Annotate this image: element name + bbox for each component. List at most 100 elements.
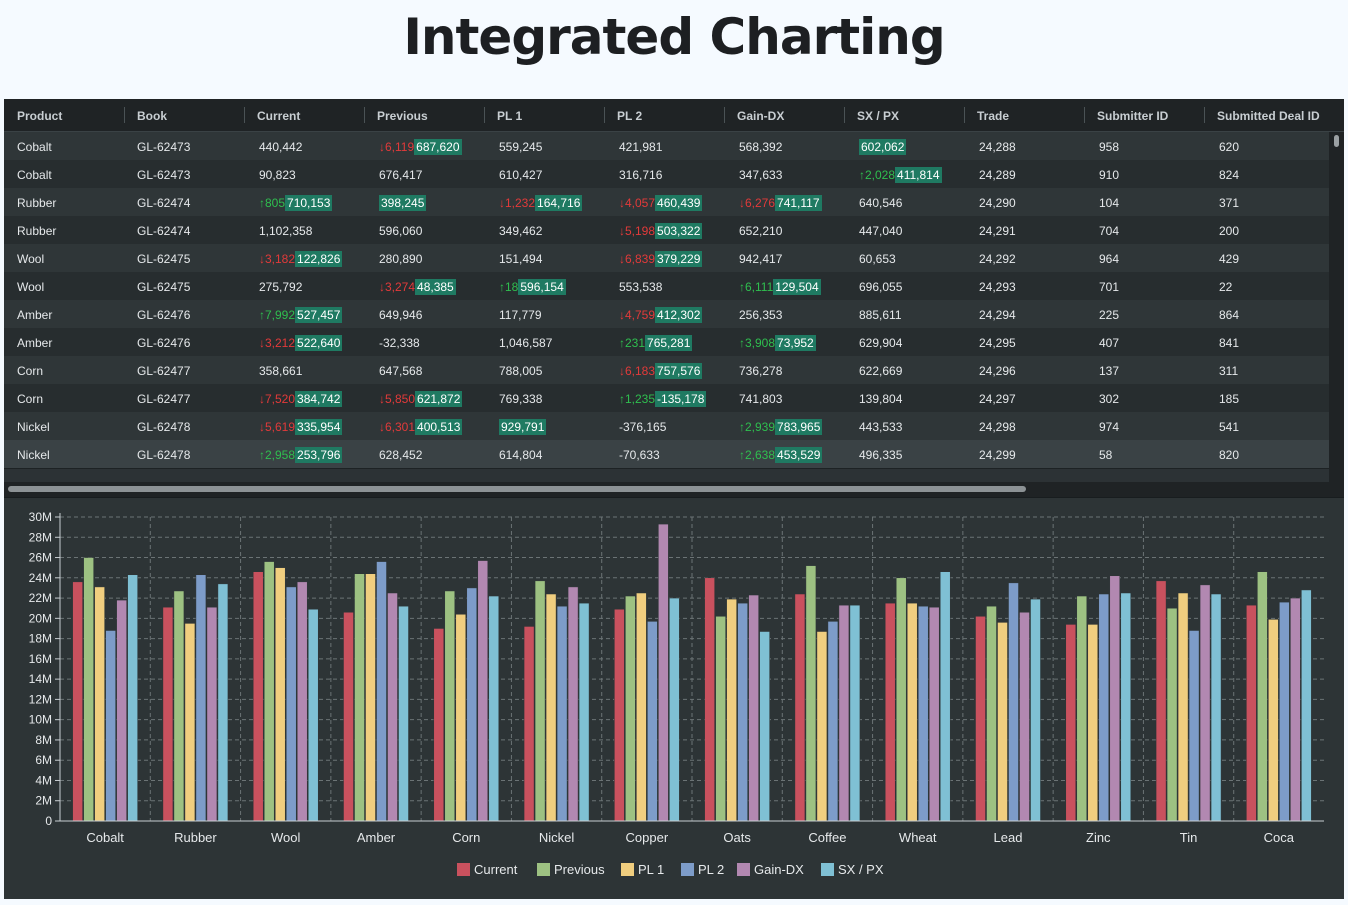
cell-trade[interactable]: 24,290	[979, 196, 1016, 210]
cell-current[interactable]: ↑805 710,153	[246, 188, 333, 216]
cell-previous[interactable]: 628,452	[366, 440, 422, 468]
cell-trade[interactable]: 24,288	[979, 140, 1016, 154]
column-resize-handle[interactable]	[364, 107, 365, 123]
cell-book[interactable]: GL-62475	[137, 280, 191, 294]
cell-trade[interactable]: 24,289	[979, 168, 1016, 182]
cell-gain[interactable]: ↑2,638 453,529	[726, 440, 823, 468]
column-resize-handle[interactable]	[1204, 107, 1205, 123]
cell-gain[interactable]: ↑3,908 73,952	[726, 328, 816, 356]
cell-current[interactable]: 440,442	[246, 132, 302, 160]
cell-trade[interactable]: 24,299	[979, 448, 1016, 462]
cell-submitter[interactable]: 225	[1099, 308, 1120, 322]
cell-product[interactable]: Amber	[17, 336, 53, 350]
cell-sxpx[interactable]: 640,546	[846, 188, 902, 216]
horizontal-scrollbar[interactable]	[4, 482, 1344, 497]
cell-submitter[interactable]: 704	[1099, 224, 1120, 238]
cell-previous[interactable]: 596,060	[366, 216, 422, 244]
cell-sxpx[interactable]: 443,533	[846, 412, 902, 440]
cell-sxpx[interactable]: 496,335	[846, 440, 902, 468]
cell-gain[interactable]: 568,392	[726, 132, 782, 160]
column-resize-handle[interactable]	[964, 107, 965, 123]
cell-submitter[interactable]: 964	[1099, 252, 1120, 266]
cell-sxpx[interactable]: 139,804	[846, 384, 902, 412]
column-header-previous[interactable]: Previous	[377, 109, 428, 123]
cell-deal[interactable]: 185	[1219, 392, 1240, 406]
table-row[interactable]: Cobalt GL-62473 440,442 ↓6,119 687,620 559,24…	[4, 132, 1329, 161]
cell-deal[interactable]: 311	[1219, 364, 1239, 378]
column-header-current[interactable]: Current	[257, 109, 301, 123]
cell-sxpx[interactable]: 885,611	[846, 300, 902, 328]
cell-submitter[interactable]: 974	[1099, 420, 1120, 434]
column-resize-handle[interactable]	[604, 107, 605, 123]
cell-product[interactable]: Nickel	[17, 448, 50, 462]
cell-book[interactable]: GL-62476	[137, 336, 191, 350]
legend-item-previous[interactable]: Previous	[537, 862, 605, 877]
cell-sxpx[interactable]: ↑2,028 411,814	[846, 160, 942, 188]
cell-gain[interactable]: 347,633	[726, 160, 782, 188]
cell-previous[interactable]: 280,890	[366, 244, 422, 272]
column-resize-handle[interactable]	[244, 107, 245, 123]
cell-gain[interactable]: ↓6,276 741,117	[726, 188, 822, 216]
cell-pl2[interactable]: 421,981	[606, 132, 662, 160]
column-resize-handle[interactable]	[484, 107, 485, 123]
legend-item-sx-px[interactable]: SX / PX	[821, 862, 884, 877]
cell-pl1[interactable]: ↓1,232 164,716	[486, 188, 583, 216]
horizontal-scroll-thumb[interactable]	[8, 486, 1026, 492]
cell-product[interactable]: Nickel	[17, 420, 50, 434]
cell-deal[interactable]: 22	[1219, 280, 1233, 294]
column-header-gain[interactable]: Gain-DX	[737, 109, 785, 123]
table-row[interactable]: Nickel GL-62478 ↓5,619 335,954 ↓6,301 400,513…	[4, 412, 1329, 441]
cell-current[interactable]: 275,792	[246, 272, 302, 300]
cell-sxpx[interactable]: 696,055	[846, 272, 902, 300]
cell-sxpx[interactable]: 622,669	[846, 356, 902, 384]
cell-book[interactable]: GL-62473	[137, 140, 191, 154]
cell-deal[interactable]: 541	[1219, 420, 1240, 434]
cell-trade[interactable]: 24,292	[979, 252, 1016, 266]
cell-pl2[interactable]: -70,633	[606, 440, 660, 468]
cell-gain[interactable]: 736,278	[726, 356, 782, 384]
table-row[interactable]: Rubber GL-62474 ↑805 710,153 398,245 ↓1,232 16…	[4, 188, 1329, 217]
column-header-product[interactable]: Product	[17, 109, 63, 123]
cell-gain[interactable]: ↑2,939 783,965	[726, 412, 823, 440]
cell-trade[interactable]: 24,291	[979, 224, 1016, 238]
table-row[interactable]: Wool GL-62475 275,792 ↓3,274 48,385 ↑18 596,15…	[4, 272, 1329, 301]
cell-current[interactable]: 90,823	[246, 160, 296, 188]
cell-trade[interactable]: 24,294	[979, 308, 1016, 322]
column-header-pl1[interactable]: PL 1	[497, 109, 523, 123]
cell-deal[interactable]: 429	[1219, 252, 1240, 266]
cell-current[interactable]: ↑7,992 527,457	[246, 300, 343, 328]
cell-previous[interactable]: 676,417	[366, 160, 422, 188]
cell-pl2[interactable]: ↑1,235 -135,178	[606, 384, 707, 412]
column-resize-handle[interactable]	[1084, 107, 1085, 123]
cell-submitter[interactable]: 137	[1099, 364, 1120, 378]
cell-pl2[interactable]: -376,165	[606, 412, 666, 440]
cell-deal[interactable]: 371	[1219, 196, 1240, 210]
cell-gain[interactable]: ↑6,111 129,504	[726, 272, 821, 300]
cell-product[interactable]: Rubber	[17, 224, 57, 238]
cell-previous[interactable]: -32,338	[366, 328, 420, 356]
cell-deal[interactable]: 620	[1219, 140, 1240, 154]
cell-pl1[interactable]: 117,779	[486, 300, 542, 328]
column-resize-handle[interactable]	[844, 107, 845, 123]
legend-item-pl-2[interactable]: PL 2	[681, 862, 724, 877]
table-row[interactable]: Corn GL-62477 358,661 647,568 788,005 ↓6,183 7…	[4, 356, 1329, 385]
cell-current[interactable]: ↓7,520 384,742	[246, 384, 343, 412]
cell-submitter[interactable]: 58	[1099, 448, 1113, 462]
cell-deal[interactable]: 864	[1219, 308, 1240, 322]
table-row[interactable]: Amber GL-62476 ↑7,992 527,457 649,946 117,779…	[4, 300, 1329, 329]
cell-product[interactable]: Wool	[17, 280, 45, 294]
cell-current[interactable]: ↓3,212 522,640	[246, 328, 343, 356]
cell-submitter[interactable]: 958	[1099, 140, 1120, 154]
cell-book[interactable]: GL-62473	[137, 168, 191, 182]
cell-pl1[interactable]: 610,427	[486, 160, 542, 188]
vertical-scrollbar[interactable]	[1329, 132, 1344, 482]
cell-product[interactable]: Corn	[17, 392, 44, 406]
column-header-sxpx[interactable]: SX / PX	[857, 109, 900, 123]
table-row[interactable]: Rubber GL-62474 1,102,358 596,060 349,462 ↓5,…	[4, 216, 1329, 245]
cell-pl2[interactable]: ↓4,057 460,439	[606, 188, 703, 216]
column-header-deal[interactable]: Submitted Deal ID	[1217, 109, 1320, 123]
cell-trade[interactable]: 24,295	[979, 336, 1016, 350]
cell-pl1[interactable]: 559,245	[486, 132, 542, 160]
cell-sxpx[interactable]: 629,904	[846, 328, 902, 356]
table-row[interactable]: Nickel GL-62478 ↑2,958 253,796 628,452 614,80…	[4, 440, 1329, 469]
